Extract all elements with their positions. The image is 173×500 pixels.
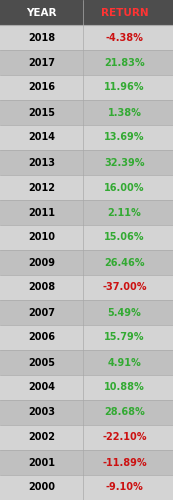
Text: YEAR: YEAR [26,8,57,18]
Text: 2015: 2015 [28,108,55,118]
Text: 2002: 2002 [28,432,55,442]
Text: 2000: 2000 [28,482,55,492]
Bar [0,250,173,275]
Bar [0,200,173,225]
Bar [0,125,173,150]
Bar [0,50,173,75]
Text: 2.11%: 2.11% [108,208,142,218]
Bar [0,475,173,500]
Text: 11.96%: 11.96% [104,82,145,92]
Text: 2017: 2017 [28,58,55,68]
Text: -22.10%: -22.10% [102,432,147,442]
Text: 15.06%: 15.06% [104,232,145,242]
Bar [0,325,173,350]
Bar [0,25,173,50]
Text: 2004: 2004 [28,382,55,392]
Bar [0,375,173,400]
Text: 2006: 2006 [28,332,55,342]
Text: 2005: 2005 [28,358,55,368]
Text: RETURN: RETURN [101,8,148,18]
Bar [0,450,173,475]
Bar [0,275,173,300]
Text: -9.10%: -9.10% [106,482,143,492]
Text: 2012: 2012 [28,182,55,192]
Text: 2013: 2013 [28,158,55,168]
Text: 2018: 2018 [28,32,55,42]
Text: 10.88%: 10.88% [104,382,145,392]
Bar [0,300,173,325]
Text: 1.38%: 1.38% [108,108,142,118]
Text: 13.69%: 13.69% [104,132,145,142]
Text: 2001: 2001 [28,458,55,468]
Text: 4.91%: 4.91% [108,358,142,368]
Bar [0,225,173,250]
Text: 15.79%: 15.79% [104,332,145,342]
Text: 32.39%: 32.39% [104,158,145,168]
Text: 21.83%: 21.83% [104,58,145,68]
Text: 28.68%: 28.68% [104,408,145,418]
Text: 2016: 2016 [28,82,55,92]
Bar [0,400,173,425]
Text: 5.49%: 5.49% [108,308,142,318]
Bar [0,175,173,200]
Text: -37.00%: -37.00% [102,282,147,292]
Text: 2008: 2008 [28,282,55,292]
Text: 26.46%: 26.46% [104,258,145,268]
Bar [0,75,173,100]
Text: 2014: 2014 [28,132,55,142]
Text: 2009: 2009 [28,258,55,268]
Text: 2007: 2007 [28,308,55,318]
Bar [0,0,173,25]
Bar [0,100,173,125]
Text: -4.38%: -4.38% [106,32,143,42]
Bar [0,350,173,375]
Bar [0,150,173,175]
Text: 2003: 2003 [28,408,55,418]
Text: 16.00%: 16.00% [104,182,145,192]
Text: 2011: 2011 [28,208,55,218]
Bar [0,425,173,450]
Text: 2010: 2010 [28,232,55,242]
Text: -11.89%: -11.89% [102,458,147,468]
